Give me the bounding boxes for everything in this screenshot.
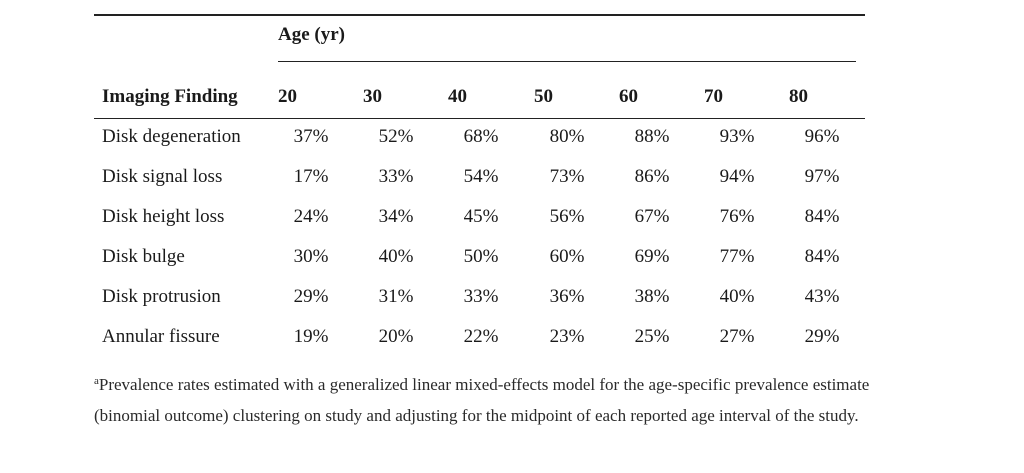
table-cell: 19%: [293, 326, 329, 347]
table-cell: 37%: [293, 126, 329, 147]
age-header-50: 50: [534, 86, 553, 107]
table-cell: 25%: [634, 326, 670, 347]
table-row: Disk signal loss 17% 33% 54% 73% 86% 94%…: [0, 166, 1024, 206]
age-header-70: 70: [704, 86, 723, 107]
table-cell: 17%: [293, 166, 329, 187]
header-bottom-rule: [94, 118, 865, 119]
table-cell: 84%: [804, 246, 840, 267]
table-cell: 67%: [634, 206, 670, 227]
age-header-30: 30: [363, 86, 382, 107]
table-cell: 93%: [719, 126, 755, 147]
row-label: Disk degeneration: [102, 126, 241, 147]
table-cell: 45%: [463, 206, 499, 227]
table-cell: 50%: [463, 246, 499, 267]
table-cell: 60%: [549, 246, 585, 267]
table-cell: 73%: [549, 166, 585, 187]
row-label: Disk protrusion: [102, 286, 221, 307]
table-cell: 38%: [634, 286, 670, 307]
age-header-40: 40: [448, 86, 467, 107]
table-cell: 77%: [719, 246, 755, 267]
table-cell: 80%: [549, 126, 585, 147]
age-header-80: 80: [789, 86, 808, 107]
table-cell: 43%: [804, 286, 840, 307]
row-label: Disk bulge: [102, 246, 185, 267]
table-cell: 40%: [378, 246, 414, 267]
age-column-group-header: Age (yr): [278, 24, 345, 45]
row-label: Annular fissure: [102, 326, 220, 347]
table-cell: 52%: [378, 126, 414, 147]
age-header-60: 60: [619, 86, 638, 107]
table-cell: 56%: [549, 206, 585, 227]
table-cell: 33%: [463, 286, 499, 307]
table-cell: 22%: [463, 326, 499, 347]
table-cell: 33%: [378, 166, 414, 187]
table-body: Disk degeneration 37% 52% 68% 80% 88% 93…: [0, 126, 1024, 366]
table-cell: 20%: [378, 326, 414, 347]
table-cell: 86%: [634, 166, 670, 187]
table-cell: 34%: [378, 206, 414, 227]
table-cell: 76%: [719, 206, 755, 227]
table-cell: 29%: [293, 286, 329, 307]
table-cell: 27%: [719, 326, 755, 347]
table-top-rule: [94, 14, 865, 16]
table-row: Disk degeneration 37% 52% 68% 80% 88% 93…: [0, 126, 1024, 166]
table-cell: 40%: [719, 286, 755, 307]
footnote-text: Prevalence rates estimated with a genera…: [94, 375, 870, 425]
table-cell: 36%: [549, 286, 585, 307]
row-label: Disk height loss: [102, 206, 225, 227]
table-cell: 96%: [804, 126, 840, 147]
imaging-finding-header: Imaging Finding: [102, 86, 238, 107]
table-header-row: Imaging Finding 20 30 40 50 60 70 80: [0, 86, 1024, 110]
table-row: Disk height loss 24% 34% 45% 56% 67% 76%…: [0, 206, 1024, 246]
table-cell: 88%: [634, 126, 670, 147]
table-cell: 97%: [804, 166, 840, 187]
table-cell: 68%: [463, 126, 499, 147]
table-row: Annular fissure 19% 20% 22% 23% 25% 27% …: [0, 326, 1024, 366]
table-cell: 30%: [293, 246, 329, 267]
table-cell: 23%: [549, 326, 585, 347]
table-cell: 84%: [804, 206, 840, 227]
table-row: Disk bulge 30% 40% 50% 60% 69% 77% 84%: [0, 246, 1024, 286]
age-group-rule: [278, 61, 856, 62]
footnote-marker: a: [94, 375, 99, 387]
table-cell: 24%: [293, 206, 329, 227]
age-header-20: 20: [278, 86, 297, 107]
table-cell: 31%: [378, 286, 414, 307]
table-footnote: aPrevalence rates estimated with a gener…: [94, 369, 934, 431]
table-cell: 69%: [634, 246, 670, 267]
table-row: Disk protrusion 29% 31% 33% 36% 38% 40% …: [0, 286, 1024, 326]
table-cell: 29%: [804, 326, 840, 347]
table-cell: 94%: [719, 166, 755, 187]
table-cell: 54%: [463, 166, 499, 187]
row-label: Disk signal loss: [102, 166, 223, 187]
